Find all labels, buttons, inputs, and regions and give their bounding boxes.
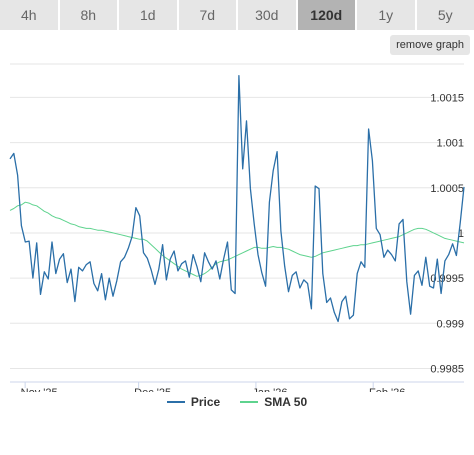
series-lines [9,75,465,323]
x-axis: Nov '25 Dec '25 Jan '26 Feb '26 [10,381,464,392]
tab-8h[interactable]: 8h [59,0,117,30]
legend-label-price: Price [190,395,221,409]
x-tick-label: Nov '25 [21,387,58,392]
x-tick-label: Dec '25 [134,387,171,392]
grid-lines [10,63,464,369]
remove-graph-button[interactable]: remove graph [390,35,470,55]
price-line-swatch [166,401,185,403]
price-series-line [9,75,465,323]
tab-1d[interactable]: 1d [119,0,177,30]
tab-1y[interactable]: 1y [357,0,415,30]
legend-item-sma50[interactable]: SMA 50 [240,395,307,409]
price-chart: Nov '25 Dec '25 Jan '26 Feb '26 0.9985 0.999… [9,63,465,392]
tab-7d[interactable]: 7d [178,0,236,30]
time-range-tabs: 4h 8h 1d 7d 30d 120d 1y 5y [0,0,474,30]
y-tick-label: 0.999 [436,318,464,330]
sma50-series-line [9,201,465,277]
x-tick-label: Jan '26 [252,387,287,392]
x-tick-label: Feb '26 [369,387,405,392]
tab-4h[interactable]: 4h [0,0,58,30]
y-tick-label: 1 [458,228,464,240]
tab-30d[interactable]: 30d [238,0,296,30]
legend-label-sma50: SMA 50 [264,395,308,409]
tab-5y[interactable]: 5y [416,0,474,30]
y-tick-label: 1.0005 [430,183,464,195]
y-tick-label: 1.001 [436,138,464,150]
chart-legend: Price SMA 50 [0,392,474,412]
legend-item-price[interactable]: Price [166,395,221,409]
tab-120d[interactable]: 120d [297,0,355,30]
y-tick-label: 0.9985 [430,363,464,375]
y-tick-label: 1.0015 [430,92,464,104]
sma-line-swatch [240,401,259,403]
